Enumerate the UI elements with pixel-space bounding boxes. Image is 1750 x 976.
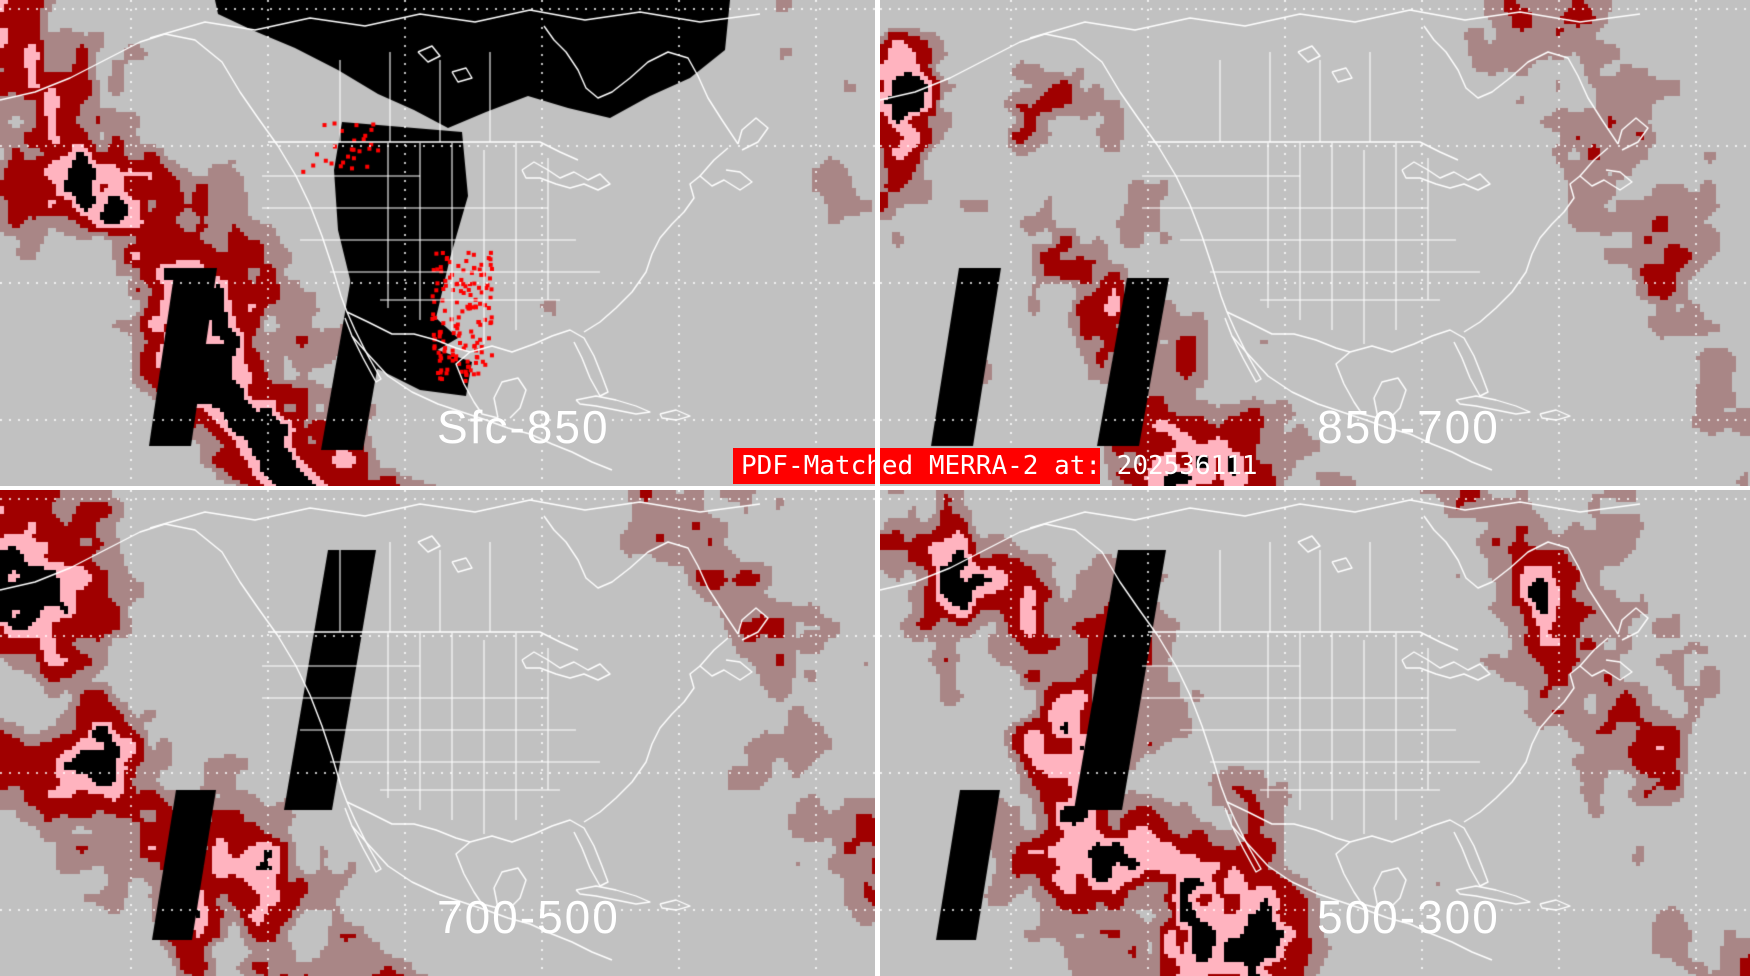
panel-500-300: 500-300	[880, 490, 1750, 976]
panel-label-850-700: 850-700	[1317, 401, 1500, 453]
map-canvas-700-500	[0, 490, 875, 976]
map-canvas-sfc-850	[0, 0, 875, 486]
panel-label-sfc-850: Sfc-850	[437, 401, 610, 453]
map-canvas-850-700	[880, 0, 1750, 486]
panel-label-700-500: 700-500	[437, 891, 620, 943]
panel-label-500-300: 500-300	[1317, 891, 1500, 943]
timestamp-banner-text: PDF-Matched MERRA-2 at: 202536111	[741, 451, 1258, 481]
panel-sfc-850: Sfc-850	[0, 0, 875, 486]
timestamp-banner: PDF-Matched MERRA-2 at: 202536111	[733, 448, 1258, 484]
panel-divider-horizontal	[0, 486, 1750, 490]
panel-700-500: 700-500	[0, 490, 875, 976]
map-canvas-500-300	[880, 490, 1750, 976]
panel-850-700: 850-700	[880, 0, 1750, 486]
